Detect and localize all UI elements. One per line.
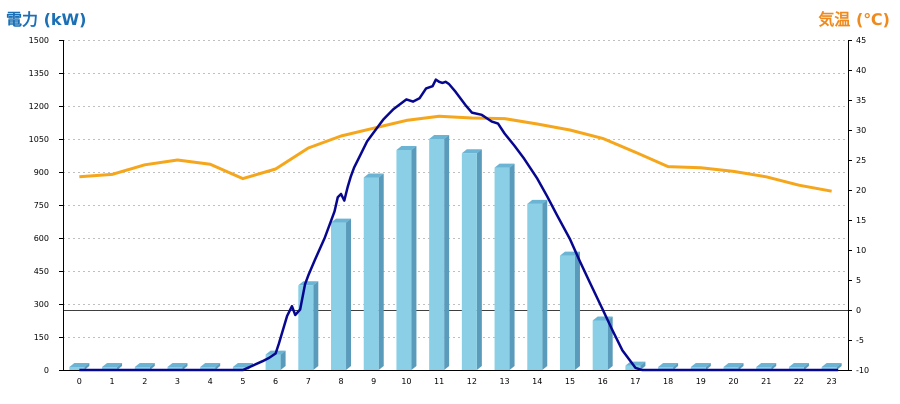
x-tick-label: 3 [175, 377, 180, 386]
y-right-tick-label: 35 [856, 96, 866, 105]
x-tick-label: 10 [401, 377, 411, 386]
bar [690, 363, 711, 370]
x-tick-label: 16 [598, 377, 608, 386]
y-right-tick-label: 40 [856, 66, 866, 75]
bar [788, 363, 809, 370]
x-tick-label: 8 [338, 377, 343, 386]
bar [134, 363, 155, 370]
x-tick-label: 17 [630, 377, 640, 386]
x-tick-label: 20 [728, 377, 738, 386]
bar [559, 251, 580, 370]
y-left-tick-label: 600 [34, 234, 49, 243]
left-axis-title: 電力 (kW) [6, 10, 87, 29]
x-tick-label: 18 [663, 377, 673, 386]
bar [821, 363, 842, 370]
bar [756, 363, 777, 370]
bar [298, 281, 319, 370]
x-tick-label: 5 [240, 377, 245, 386]
y-right-tick-label: -10 [856, 366, 869, 375]
y-left-tick-label: 1350 [29, 69, 49, 78]
bar [200, 363, 221, 370]
bar [167, 363, 188, 370]
y-left-tick-label: 900 [34, 168, 49, 177]
bar [102, 363, 123, 370]
x-tick-label: 4 [208, 377, 213, 386]
y-left-tick-label: 150 [34, 333, 49, 342]
y-left-tick-label: 450 [34, 267, 49, 276]
y-right-tick-label: 5 [856, 276, 861, 285]
y-left-tick-label: 1200 [29, 102, 49, 111]
y-left-tick-label: 0 [44, 366, 49, 375]
x-tick-label: 23 [827, 377, 837, 386]
y-right-tick-label: 20 [856, 186, 866, 195]
x-tick-label: 1 [110, 377, 115, 386]
y-right-tick-label: 10 [856, 246, 866, 255]
y-left-tick-label: 1050 [29, 135, 49, 144]
y-right-tick-label: 25 [856, 156, 866, 165]
bar [658, 363, 679, 370]
temperature-line [79, 114, 832, 193]
x-tick-label: 11 [434, 377, 444, 386]
x-tick-label: 7 [306, 377, 311, 386]
bar [363, 173, 384, 370]
y-right-tick-label: 45 [856, 36, 866, 45]
y-right-tick-label: 0 [856, 306, 861, 315]
y-right-tick-label: 30 [856, 126, 866, 135]
bar [461, 149, 482, 370]
bar [396, 146, 417, 370]
right-axis-title: 気温 (℃) [818, 10, 890, 29]
y-right-tick-label: 15 [856, 216, 866, 225]
bar [331, 218, 352, 370]
x-tick-label: 9 [371, 377, 376, 386]
x-tick-label: 0 [77, 377, 82, 386]
x-tick-label: 22 [794, 377, 804, 386]
bar [527, 199, 548, 370]
bar [69, 363, 90, 370]
y-left-tick-label: 300 [34, 300, 49, 309]
y-left-tick-label: 1500 [29, 36, 49, 45]
x-tick-label: 15 [565, 377, 575, 386]
x-tick-label: 21 [761, 377, 771, 386]
y-right-tick-label: -5 [856, 336, 864, 345]
x-tick-label: 14 [532, 377, 542, 386]
x-tick-label: 12 [467, 377, 477, 386]
x-tick-label: 6 [273, 377, 278, 386]
x-tick-label: 19 [696, 377, 706, 386]
power-line [79, 78, 839, 372]
x-tick-label: 13 [499, 377, 509, 386]
bar [494, 163, 515, 370]
bar [429, 135, 450, 370]
y-left-tick-label: 750 [34, 201, 49, 210]
x-tick-label: 2 [142, 377, 147, 386]
bar [723, 363, 744, 370]
